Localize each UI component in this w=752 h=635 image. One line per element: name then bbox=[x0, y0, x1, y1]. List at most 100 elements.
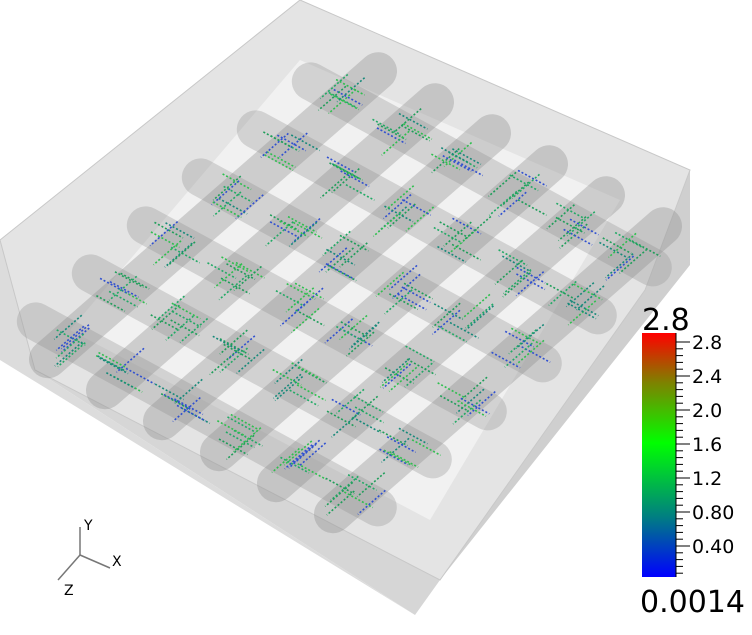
streamline bbox=[378, 429, 408, 447]
streamline bbox=[230, 413, 260, 431]
tube bbox=[314, 207, 682, 534]
streamline bbox=[327, 264, 357, 282]
streamline bbox=[354, 406, 384, 424]
colorbar-tick-label: 1.6 bbox=[692, 434, 722, 456]
colorbar-tick-label: 1.2 bbox=[692, 468, 722, 490]
streamline bbox=[402, 122, 433, 140]
streamline bbox=[398, 112, 428, 130]
streamline bbox=[95, 294, 126, 312]
streamline bbox=[389, 451, 419, 468]
streamline bbox=[221, 256, 251, 274]
streamline bbox=[297, 463, 327, 481]
streamline bbox=[339, 234, 369, 252]
streamline bbox=[97, 355, 127, 373]
streamline bbox=[440, 147, 471, 164]
streamline bbox=[555, 216, 585, 234]
streamline bbox=[599, 241, 629, 259]
streamline bbox=[176, 404, 206, 422]
streamline bbox=[573, 283, 603, 301]
streamline bbox=[266, 151, 296, 168]
streamline bbox=[442, 155, 472, 172]
streamline bbox=[521, 346, 551, 363]
streamline bbox=[614, 231, 645, 249]
colorbar-ticks: 2.8 2.4 2.0 1.6 1.2 0.80 0.40 bbox=[676, 332, 734, 574]
streamline bbox=[99, 357, 129, 375]
tube bbox=[291, 62, 672, 287]
axis-y-label: Y bbox=[83, 518, 93, 534]
streamline bbox=[165, 222, 195, 240]
streamline bbox=[276, 134, 307, 152]
streamline bbox=[516, 266, 546, 284]
streamline bbox=[287, 215, 317, 233]
streamline bbox=[222, 173, 252, 191]
streamline bbox=[567, 302, 597, 320]
box bbox=[0, 0, 691, 615]
streamline bbox=[384, 367, 415, 385]
tube bbox=[143, 114, 511, 441]
streamline bbox=[451, 243, 481, 261]
streamline bbox=[269, 214, 300, 232]
streamline bbox=[510, 327, 541, 345]
streamline bbox=[150, 231, 180, 249]
streamline bbox=[331, 398, 361, 416]
streamline bbox=[563, 228, 593, 246]
streamline bbox=[406, 358, 436, 376]
colorbar-tick-label: 0.40 bbox=[692, 536, 734, 558]
streamline bbox=[264, 154, 294, 172]
streamline bbox=[383, 449, 413, 467]
colorbar-gradient bbox=[642, 333, 676, 577]
streamlines bbox=[53, 73, 661, 516]
streamline bbox=[411, 439, 441, 456]
streamline bbox=[212, 335, 242, 353]
streamline bbox=[174, 398, 204, 416]
tube bbox=[181, 158, 562, 383]
streamline bbox=[437, 325, 468, 343]
streamline bbox=[109, 280, 139, 298]
streamline bbox=[227, 416, 257, 434]
streamline bbox=[289, 389, 319, 407]
streamline bbox=[602, 237, 632, 255]
streamline bbox=[223, 185, 253, 203]
streamline bbox=[326, 156, 356, 174]
streamline bbox=[460, 397, 490, 415]
axis-z-label: Z bbox=[64, 583, 74, 599]
streamline bbox=[108, 290, 138, 308]
streamline bbox=[340, 170, 370, 188]
streamline bbox=[280, 456, 310, 474]
streamline bbox=[569, 218, 599, 236]
streamline bbox=[631, 240, 661, 258]
streamline bbox=[388, 293, 419, 311]
tube bbox=[200, 145, 568, 472]
streamline bbox=[437, 382, 467, 400]
streamline bbox=[325, 477, 355, 495]
streamline bbox=[295, 309, 325, 327]
streamline bbox=[449, 321, 479, 339]
streamline bbox=[207, 262, 237, 280]
streamline bbox=[160, 393, 191, 410]
tube bbox=[16, 302, 397, 527]
woven-tubes bbox=[16, 52, 682, 534]
streamline bbox=[569, 299, 599, 317]
streamline bbox=[491, 351, 521, 369]
streamline bbox=[386, 436, 417, 454]
streamline bbox=[501, 255, 532, 273]
axes-triad: Y X Z bbox=[57, 518, 122, 599]
streamline bbox=[433, 303, 464, 321]
streamline bbox=[504, 330, 535, 348]
streamline bbox=[400, 124, 431, 142]
streamline bbox=[516, 273, 546, 291]
streamline bbox=[286, 282, 316, 300]
streamline bbox=[218, 197, 248, 215]
streamline bbox=[498, 249, 528, 267]
streamline bbox=[212, 201, 242, 219]
streamline bbox=[545, 282, 576, 300]
streamline bbox=[379, 448, 409, 466]
colorbar-min: 0.0014 bbox=[640, 585, 745, 620]
streamline bbox=[401, 198, 432, 216]
colorbar: 2.8 2.4 2.0 1.6 1.2 0.80 0.40 2.8 0.0014 bbox=[640, 303, 745, 620]
tube bbox=[71, 254, 452, 479]
streamline bbox=[105, 372, 136, 389]
tube bbox=[236, 110, 617, 335]
streamline bbox=[335, 325, 366, 343]
